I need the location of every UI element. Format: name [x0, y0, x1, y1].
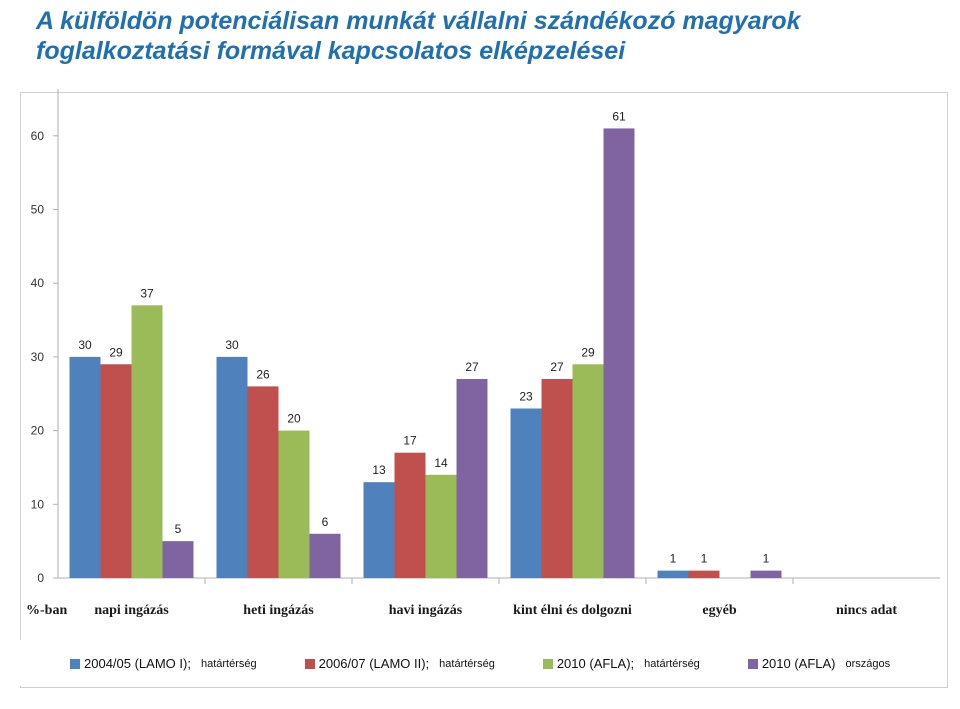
- legend-series-name: 2010 (AFLA);: [556, 656, 635, 671]
- data-label: 26: [256, 367, 270, 381]
- data-label: 29: [109, 345, 123, 359]
- data-label: 17: [403, 434, 417, 448]
- y-tick-label: 30: [31, 350, 45, 364]
- legend-series-name: 2004/05 (LAMO I);: [84, 656, 191, 671]
- bar: [572, 364, 604, 578]
- legend-swatch: [747, 658, 758, 669]
- data-label: 61: [612, 109, 626, 123]
- x-category-label: nincs adat: [836, 603, 897, 618]
- bar: [456, 379, 488, 578]
- legend-item: 2004/05 (LAMO I); határtérség: [70, 656, 257, 671]
- legend-series-name: 2010 (AFLA): [761, 656, 836, 671]
- bar: [425, 474, 457, 578]
- x-category-label: heti ingázás: [243, 603, 314, 618]
- x-category-label: havi ingázás: [389, 603, 463, 618]
- data-label: 6: [322, 515, 329, 529]
- unit-label: %-ban: [26, 603, 67, 618]
- bar: [541, 379, 573, 578]
- legend-item: 2006/07 (LAMO II); határtérség: [304, 656, 495, 671]
- data-label: 13: [372, 463, 386, 477]
- legend-area: [20, 640, 946, 686]
- legend-swatch: [542, 658, 553, 669]
- y-tick-label: 50: [31, 203, 45, 217]
- data-label: 37: [140, 286, 154, 300]
- y-tick-label: 10: [31, 497, 45, 511]
- y-tick-label: 20: [31, 424, 45, 438]
- x-category-label: kint élni és dolgozni: [513, 603, 632, 618]
- legend-series-scope: határtérség: [644, 657, 700, 670]
- data-label: 30: [78, 338, 92, 352]
- legend-item: 2010 (AFLA) országos: [747, 656, 891, 671]
- bar: [657, 570, 689, 578]
- data-label: 5: [175, 522, 182, 536]
- bar: [363, 482, 395, 578]
- y-tick-label: 40: [31, 276, 45, 290]
- data-label: 27: [465, 360, 479, 374]
- bar: [216, 356, 248, 578]
- bar: [394, 452, 426, 578]
- legend-swatch: [304, 658, 315, 669]
- bar: [603, 128, 635, 578]
- bar: [247, 386, 279, 578]
- legend-series-scope: határtérség: [200, 657, 257, 670]
- title-line-1: A külföldön potenciálisan munkát vállaln…: [36, 7, 801, 35]
- bar: [278, 430, 310, 578]
- bar: [510, 408, 542, 578]
- data-label: 1: [670, 552, 677, 566]
- y-tick-label: 60: [31, 129, 45, 143]
- data-label: 1: [763, 552, 770, 566]
- y-tick-label: 0: [37, 571, 44, 585]
- x-category-label: napi ingázás: [94, 603, 169, 618]
- legend-swatch: [70, 658, 80, 669]
- data-label: 23: [519, 389, 533, 403]
- data-label: 20: [287, 412, 301, 426]
- legend-series-scope: határtérség: [439, 657, 495, 670]
- bar: [162, 541, 194, 578]
- bar: [69, 356, 101, 578]
- title-line-2: foglalkoztatási formával kapcsolatos elk…: [36, 37, 626, 65]
- data-label: 30: [225, 338, 239, 352]
- bar: [100, 364, 132, 578]
- legend-series-scope: országos: [845, 657, 891, 670]
- bar: [309, 533, 341, 578]
- legend: 2004/05 (LAMO I); határtérség 2006/07 (LAM…: [70, 656, 938, 671]
- bar: [688, 570, 720, 578]
- legend-series-name: 2006/07 (LAMO II);: [318, 656, 430, 671]
- data-label: 14: [434, 456, 448, 470]
- x-category-label: egyéb: [702, 603, 736, 618]
- data-label: 29: [581, 345, 595, 359]
- chart-title: A külföldön potenciálisan munkát vállaln…: [36, 6, 936, 66]
- legend-item: 2010 (AFLA); határtérség: [542, 656, 700, 671]
- data-label: 27: [550, 360, 564, 374]
- bar: [750, 570, 782, 578]
- bar: [131, 305, 163, 578]
- data-label: 1: [701, 552, 708, 566]
